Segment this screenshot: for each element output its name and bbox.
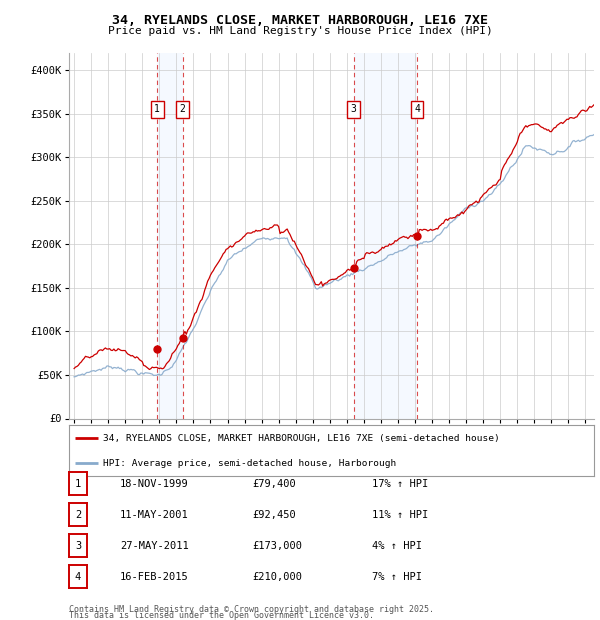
Bar [157, 53, 182, 419]
Text: 34, RYELANDS CLOSE, MARKET HARBOROUGH, LE16 7XE: 34, RYELANDS CLOSE, MARKET HARBOROUGH, L… [112, 14, 488, 27]
Text: 1: 1 [154, 104, 160, 115]
Text: £210,000: £210,000 [252, 572, 302, 582]
Text: £79,400: £79,400 [252, 479, 296, 489]
Text: 27-MAY-2011: 27-MAY-2011 [120, 541, 189, 551]
Text: 7% ↑ HPI: 7% ↑ HPI [372, 572, 422, 582]
Text: 4% ↑ HPI: 4% ↑ HPI [372, 541, 422, 551]
Text: 34, RYELANDS CLOSE, MARKET HARBOROUGH, LE16 7XE (semi-detached house): 34, RYELANDS CLOSE, MARKET HARBOROUGH, L… [103, 433, 500, 443]
Text: This data is licensed under the Open Government Licence v3.0.: This data is licensed under the Open Gov… [69, 611, 374, 620]
Text: 16-FEB-2015: 16-FEB-2015 [120, 572, 189, 582]
Text: 4: 4 [75, 572, 81, 582]
Bar [353, 53, 417, 419]
Text: 3: 3 [75, 541, 81, 551]
Text: 3: 3 [351, 104, 356, 115]
Text: 1: 1 [75, 479, 81, 489]
Text: 17% ↑ HPI: 17% ↑ HPI [372, 479, 428, 489]
Text: 2: 2 [179, 104, 185, 115]
Text: £92,450: £92,450 [252, 510, 296, 520]
Text: HPI: Average price, semi-detached house, Harborough: HPI: Average price, semi-detached house,… [103, 459, 397, 468]
Text: 11-MAY-2001: 11-MAY-2001 [120, 510, 189, 520]
Text: Contains HM Land Registry data © Crown copyright and database right 2025.: Contains HM Land Registry data © Crown c… [69, 604, 434, 614]
Text: Price paid vs. HM Land Registry's House Price Index (HPI): Price paid vs. HM Land Registry's House … [107, 26, 493, 36]
Text: 11% ↑ HPI: 11% ↑ HPI [372, 510, 428, 520]
Text: 18-NOV-1999: 18-NOV-1999 [120, 479, 189, 489]
Text: 2: 2 [75, 510, 81, 520]
Text: 4: 4 [414, 104, 420, 115]
Text: £173,000: £173,000 [252, 541, 302, 551]
